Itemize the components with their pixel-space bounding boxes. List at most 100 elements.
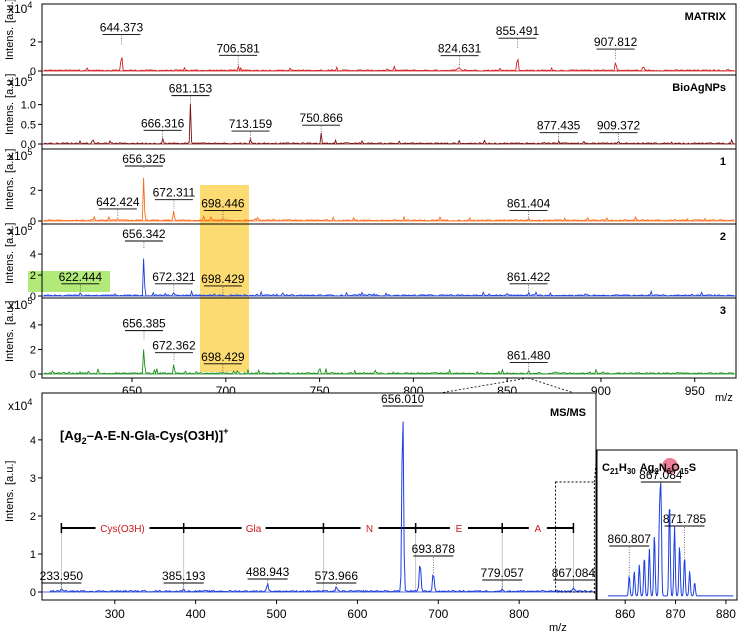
ytick-label: 2 — [30, 511, 36, 523]
peak-label: 698.429 — [201, 350, 245, 364]
peak-label: 666.316 — [141, 116, 185, 130]
ytick-label: 4 — [30, 435, 36, 447]
ytick-label: 0 — [30, 66, 36, 78]
peak-label: 861.480 — [507, 349, 551, 363]
xtick-label: 700 — [428, 607, 448, 621]
panel-title: BioAgNPs — [672, 82, 726, 94]
seq-bg — [528, 521, 547, 535]
seq-label: N — [366, 524, 373, 535]
ylabel-3: Intens.[a.u.] — [4, 301, 16, 363]
exp-bioagnps: x105 — [8, 73, 32, 89]
ytick-label: 2 — [30, 270, 36, 282]
ytick-label: 1 — [30, 549, 36, 561]
peak-label: 656.010 — [381, 392, 425, 406]
peak-label: 672.362 — [152, 339, 196, 353]
peak-label: 698.429 — [201, 272, 245, 286]
ytick-label: 0 — [30, 369, 36, 381]
panel-title: MS/MS — [550, 407, 586, 419]
ylabel-matrix: Intens.[a.u.] — [4, 0, 16, 60]
xtick-label: 950 — [685, 384, 705, 398]
xtick-label: 880 — [716, 607, 736, 621]
zoom-traces: 860 870 880 860.807 867.084 871.785 — [608, 468, 737, 621]
zoom-panel-frame — [596, 449, 738, 601]
panel-title: MATRIX — [685, 11, 727, 23]
zoom-selection-box — [555, 481, 595, 593]
peak-label: 855.491 — [496, 24, 540, 38]
peak-label: 693.878 — [412, 542, 456, 556]
peak-label: 672.321 — [152, 270, 196, 284]
peak-label: 750.866 — [300, 111, 344, 125]
peak-label: 706.581 — [216, 41, 260, 55]
peak-label: 861.422 — [507, 270, 551, 284]
stack-xlabel: m/z — [715, 392, 733, 404]
xtick-label: 500 — [267, 607, 287, 621]
peak-label: 656.325 — [122, 152, 166, 166]
peak-label: 824.631 — [438, 42, 482, 56]
ylabel-2: Intens.[a.u.] — [4, 223, 16, 285]
zoom-trace — [608, 482, 734, 597]
ylabel-bioagnps: Intens.[a.u.] — [4, 74, 16, 136]
y-axis-labels: Intens.[a.u.] Intens.[a.u.] Intens.[a.u.… — [4, 0, 16, 362]
peak-label: 642.424 — [96, 195, 140, 209]
panel-bioagnps-frame — [41, 74, 737, 150]
peak-label: 672.311 — [153, 186, 196, 200]
msms-traces: Cys(O3H) Gla N E A 0 1 2 3 4 300 400 500 600 700 800 MS/… — [30, 392, 598, 621]
peak-label: 622.444 — [59, 270, 103, 284]
inset-connector — [593, 449, 598, 483]
peak-label: 233.950 — [40, 569, 84, 583]
ytick-label: 2 — [30, 344, 36, 356]
peak-label: 681.153 — [169, 82, 213, 96]
xtick-label: 600 — [347, 607, 367, 621]
peak-label: 861.404 — [507, 196, 551, 210]
trace-4 — [44, 349, 735, 375]
ytick-label: 4 — [30, 320, 36, 332]
ylabel-1: Intens.[a.u.] — [4, 149, 16, 211]
xtick-label: 400 — [186, 607, 206, 621]
peak-label: 779.057 — [481, 566, 525, 580]
peak-label: 573.966 — [315, 569, 359, 583]
peak-label: 644.373 — [100, 21, 144, 35]
xtick-label: 800 — [509, 607, 529, 621]
trace-0 — [44, 57, 735, 72]
ytick-label: 0.5 — [21, 119, 36, 131]
exp-2: x105 — [8, 222, 32, 238]
ag-highlight-circle — [662, 458, 678, 474]
peak-label: 871.785 — [663, 512, 707, 526]
seq-bg — [449, 521, 468, 535]
seq-bg — [95, 521, 150, 535]
exp-3: x105 — [8, 296, 32, 312]
peak-label: 877.435 — [537, 119, 581, 133]
ytick-label: 3 — [30, 473, 36, 485]
zoom-connector-a — [439, 377, 528, 394]
ytick-label: 1.0 — [21, 100, 36, 112]
peak-label: 698.446 — [201, 196, 245, 210]
panel-title: 3 — [720, 305, 726, 317]
ytick-label: 0 — [30, 216, 36, 228]
xtick-label: 860 — [615, 607, 635, 621]
exp-1: x105 — [8, 147, 32, 163]
msms-xlabel: m/z — [549, 622, 567, 634]
panel-3-frame — [41, 297, 737, 379]
inset-connector — [594, 591, 598, 601]
highlight-yellow — [200, 185, 249, 372]
ylabel-msms: Intens.[a.u.] — [4, 461, 16, 523]
seq-label: Gla — [246, 524, 262, 535]
seq-label: A — [534, 524, 541, 535]
ytick-label: 2 — [30, 37, 36, 49]
seq-bg — [241, 521, 266, 535]
peak-label: 713.159 — [229, 117, 273, 131]
ytick-label: 0 — [30, 291, 36, 303]
exp-msms: x104 — [8, 397, 32, 413]
panel-msms-frame — [41, 392, 597, 601]
stack-panels — [41, 3, 737, 379]
peak-label: 656.342 — [122, 227, 166, 241]
ytick-label: 0.0 — [21, 139, 36, 151]
peak-label: 488.943 — [246, 565, 290, 579]
xtick-label: 870 — [666, 607, 686, 621]
seq-label: Cys(O3H) — [100, 524, 144, 535]
highlight-green — [28, 271, 110, 292]
peak-label: 860.807 — [608, 532, 652, 546]
ytick-label: 2 — [30, 185, 36, 197]
peak-label: 909.372 — [597, 119, 641, 133]
